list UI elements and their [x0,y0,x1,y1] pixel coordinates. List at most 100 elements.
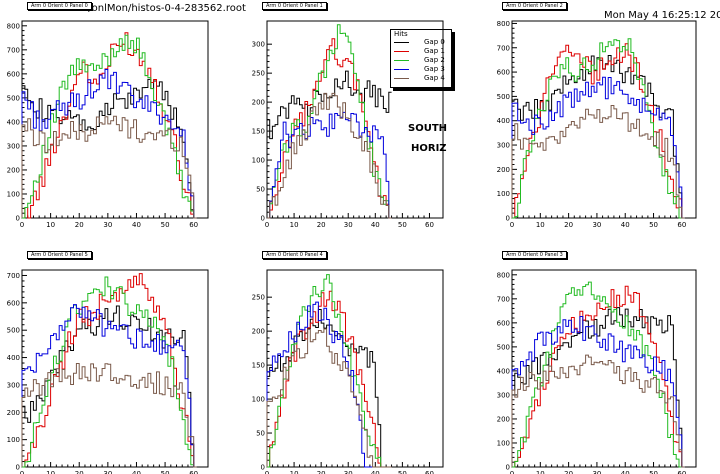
x-tick-label: 10 [290,221,299,229]
series-gap-4 [267,92,392,219]
y-tick-label: 0 [506,215,510,223]
x-tick-label: 10 [46,221,55,229]
y-tick-label: 100 [497,439,510,447]
y-tick-label: 600 [497,69,510,77]
legend-item-gap-0: Gap 0 [394,38,450,47]
x-tick-label: 50 [649,470,658,474]
x-tick-label: 10 [536,221,545,229]
y-tick-label: 300 [497,142,510,150]
plot-frame [21,269,209,468]
x-tick-label: 60 [425,470,434,474]
x-tick-label: 40 [371,221,380,229]
series-gap-3 [21,69,197,219]
y-tick-label: 600 [7,299,20,307]
orient-label: HORIZ [411,143,447,154]
x-tick-label: 40 [132,470,141,474]
series-gap-4 [21,363,197,468]
y-tick-label: 200 [252,99,265,107]
timestamp: Mon May 4 16:25:12 2009 [604,10,720,21]
x-tick-label: 40 [371,470,380,474]
y-tick-label: 400 [497,367,510,375]
y-tick-label: 50 [256,430,265,438]
chart-panel-1: 0 10 20 30 40 50 60 0 50 100 150 200 250 300 [252,20,444,229]
y-tick-label: 150 [252,362,265,370]
file-path: result/onlMon/histos-0-4-283562.root [60,3,246,14]
y-tick-label: 300 [252,41,265,49]
y-tick-label: 800 [497,20,510,28]
x-tick-label: 0 [265,221,269,229]
x-tick-label: 60 [677,221,686,229]
y-tick-label: 200 [252,328,265,336]
series-gap-3 [511,76,685,219]
x-tick-label: 50 [161,221,170,229]
y-tick-label: 150 [252,128,265,136]
legend-item-gap-2: Gap 2 [394,56,450,65]
y-tick-label: 0 [261,464,265,472]
series-gap-0 [266,309,392,468]
series-gap-4 [511,354,685,468]
x-tick-label: 0 [20,221,24,229]
y-tick-label: 500 [7,94,20,102]
y-tick-label: 0 [16,464,20,472]
legend-label: Gap 4 [424,74,445,82]
x-tick-label: 10 [536,470,545,474]
y-tick-label: 700 [497,44,510,52]
x-tick-label: 0 [265,470,269,474]
panel-title-4: Arm 0 Orient 0 Panel 4 [262,251,327,259]
series-gap-4 [266,328,392,468]
legend-swatch [394,69,409,70]
x-tick-label: 60 [425,221,434,229]
y-tick-label: 500 [497,93,510,101]
y-tick-label: 100 [252,396,265,404]
x-tick-label: 50 [398,470,407,474]
y-tick-label: 400 [7,354,20,362]
y-tick-label: 400 [497,117,510,125]
x-tick-label: 10 [290,470,299,474]
y-tick-label: 250 [252,294,265,302]
y-tick-label: 200 [497,415,510,423]
y-tick-label: 0 [506,464,510,472]
y-tick-label: 0 [261,215,265,223]
series-gap-3 [267,111,392,219]
series-gap-2 [512,38,685,219]
legend-swatch [394,51,409,52]
legend-label: Gap 2 [424,56,445,64]
y-tick-label: 200 [7,166,20,174]
series-gap-1 [22,273,197,468]
legend-title: Hits [394,30,408,38]
legend: Hits Gap 0 Gap 1 Gap 2 Gap 3 Gap 4 [390,29,452,88]
legend-label: Gap 0 [424,38,445,46]
x-tick-label: 60 [189,470,198,474]
plot-frame [266,20,444,219]
legend-swatch [394,78,409,79]
plot-frame [511,269,697,468]
y-tick-label: 100 [7,436,20,444]
panel-title-3: Arm 0 Orient 0 Panel 5 [27,251,92,259]
arm-label: SOUTH [408,123,448,134]
legend-item-gap-4: Gap 4 [394,74,450,83]
legend-swatch [394,42,409,43]
x-tick-label: 50 [161,470,170,474]
x-tick-label: 0 [510,221,514,229]
x-tick-label: 40 [621,221,630,229]
plot-frame [511,20,697,219]
x-tick-label: 40 [132,221,141,229]
legend-label: Gap 3 [424,65,445,73]
x-tick-label: 30 [103,470,112,474]
series-gap-1 [22,32,197,219]
series-gap-3 [266,301,392,468]
legend-item-gap-1: Gap 1 [394,47,450,56]
series-gap-1 [267,290,392,468]
series-gap-2 [267,24,392,219]
x-tick-label: 20 [317,221,326,229]
y-tick-label: 200 [497,166,510,174]
x-tick-label: 20 [564,221,573,229]
y-tick-label: 300 [7,142,20,150]
y-tick-label: 300 [497,391,510,399]
y-tick-label: 100 [7,190,20,198]
plot-frame [266,269,444,468]
